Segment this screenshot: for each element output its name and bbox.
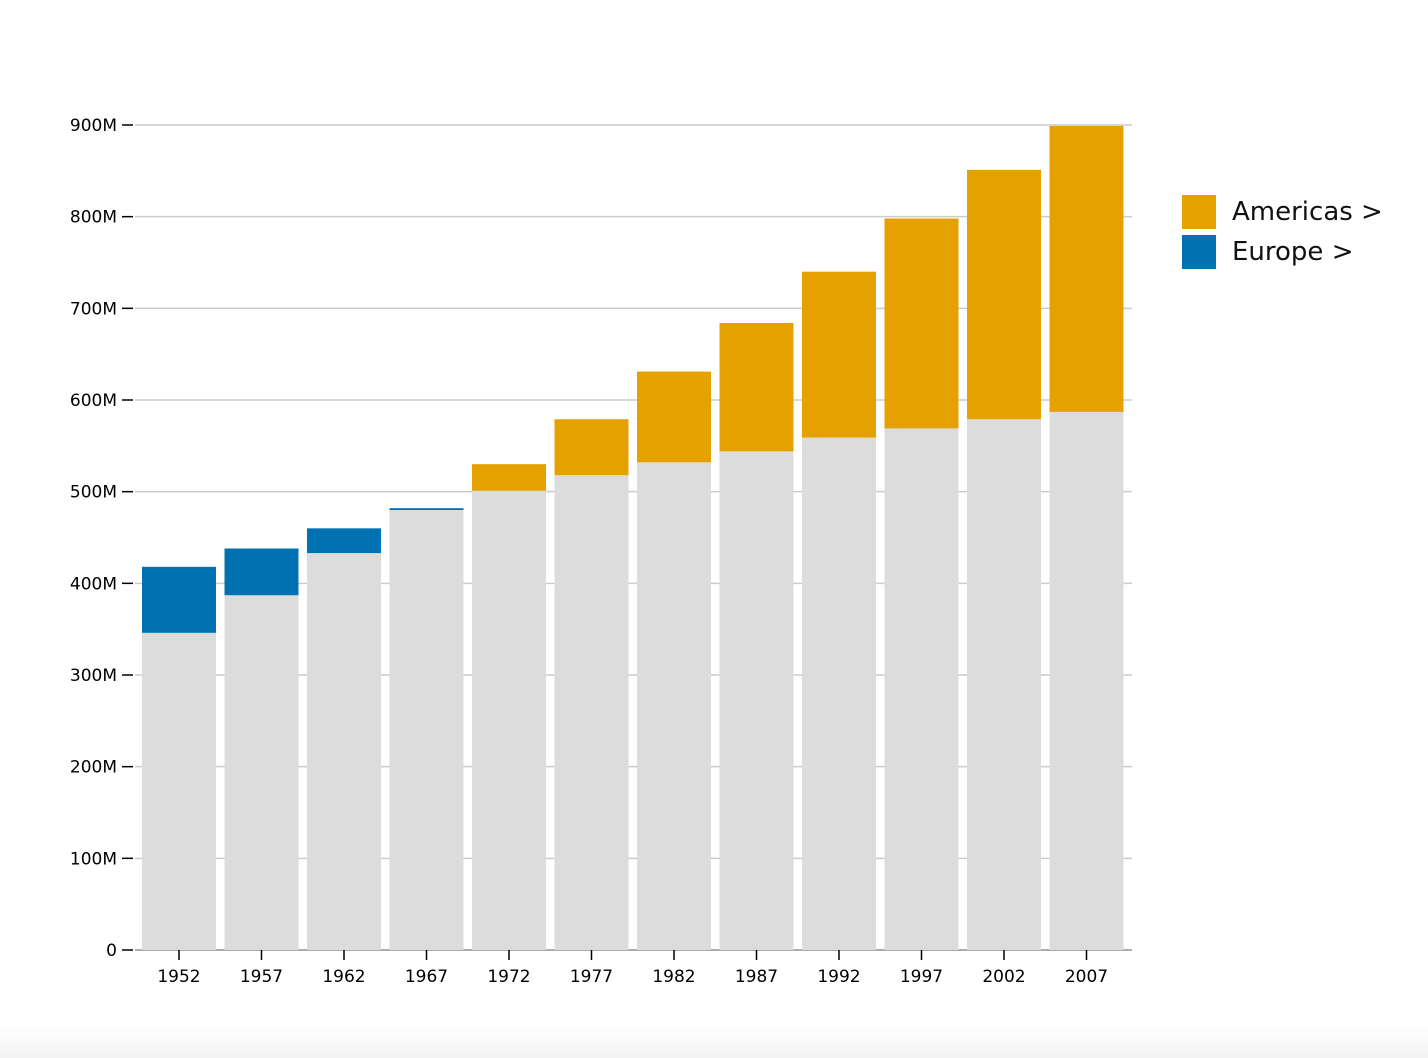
legend-item-europe[interactable]: Europe > xyxy=(1182,235,1383,269)
bar-base-1977 xyxy=(554,475,629,950)
x-tick-label-1972: 1972 xyxy=(487,967,530,987)
bar-europe-1952 xyxy=(142,566,216,633)
y-tick-label-0: 0 xyxy=(106,941,117,961)
x-tick-label-1997: 1997 xyxy=(900,967,943,987)
bar-base-1962 xyxy=(307,553,381,950)
bar-base-1972 xyxy=(472,490,546,950)
x-tick-label-1962: 1962 xyxy=(322,967,365,987)
bar-americas-1977 xyxy=(554,419,629,476)
y-tick-label-6: 600M xyxy=(70,391,117,411)
bar-base-1952 xyxy=(142,632,216,950)
y-tick-label-1: 100M xyxy=(70,849,117,869)
legend-swatch xyxy=(1182,195,1216,229)
y-tick-label-3: 300M xyxy=(70,666,117,686)
page-footer-shadow xyxy=(0,1024,1428,1058)
bar-europe-1957 xyxy=(224,548,299,596)
x-tick-label-1952: 1952 xyxy=(157,967,200,987)
bar-americas-2007 xyxy=(1049,125,1124,412)
bar-europe-1962 xyxy=(307,528,381,554)
stacked-bar-chart: 0 100M 200M 300M 400M 500M 600M 700M 800M 900M 195… xyxy=(70,116,1132,987)
bar-americas-1972 xyxy=(472,464,546,491)
bar-base-1987 xyxy=(719,451,794,950)
legend: Americas > Europe > xyxy=(1182,195,1383,275)
x-tick-label-1967: 1967 xyxy=(405,967,448,987)
x-tick-label-1992: 1992 xyxy=(817,967,860,987)
legend-label: Europe > xyxy=(1232,237,1354,267)
legend-swatch xyxy=(1182,235,1216,269)
bar-base-1957 xyxy=(224,595,299,950)
legend-item-americas[interactable]: Americas > xyxy=(1182,195,1383,229)
bar-base-1997 xyxy=(884,428,959,951)
x-tick-label-1957: 1957 xyxy=(240,967,283,987)
bar-americas-1992 xyxy=(802,271,876,438)
y-tick-label-9: 900M xyxy=(70,116,117,136)
y-tick-label-5: 500M xyxy=(70,483,117,503)
bar-base-2007 xyxy=(1049,411,1124,951)
bar-americas-2002 xyxy=(967,169,1041,420)
bar-base-2002 xyxy=(967,419,1041,950)
bar-base-1982 xyxy=(637,462,711,950)
bar-americas-1982 xyxy=(637,371,711,463)
bar-europe-1967 xyxy=(389,508,464,510)
y-tick-label-2: 200M xyxy=(70,758,117,778)
x-tick-label-2007: 2007 xyxy=(1065,967,1108,987)
y-tick-label-8: 800M xyxy=(70,208,117,228)
bar-base-1992 xyxy=(802,437,876,950)
x-tick-label-1987: 1987 xyxy=(735,967,778,987)
y-tick-label-7: 700M xyxy=(70,299,117,319)
x-tick-label-1977: 1977 xyxy=(570,967,613,987)
bar-americas-1987 xyxy=(719,323,794,452)
bar-base-1967 xyxy=(389,510,464,950)
y-tick-label-4: 400M xyxy=(70,574,117,594)
x-tick-label-1982: 1982 xyxy=(652,967,695,987)
legend-label: Americas > xyxy=(1232,197,1383,227)
bar-americas-1997 xyxy=(884,218,959,429)
x-tick-label-2002: 2002 xyxy=(982,967,1025,987)
